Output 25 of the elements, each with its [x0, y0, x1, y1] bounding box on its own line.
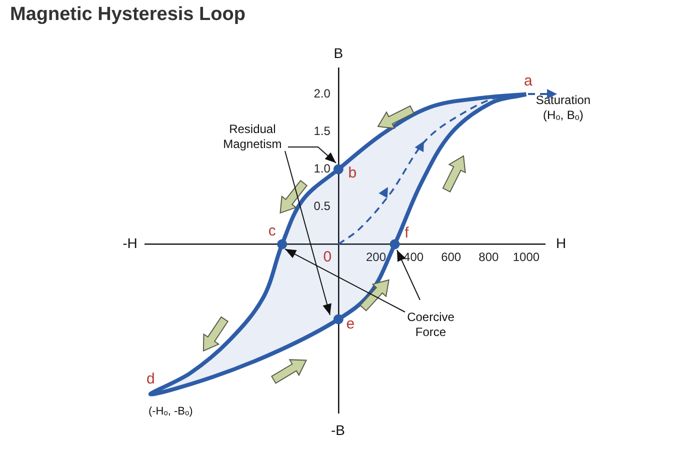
y-axis-title: B: [334, 44, 344, 61]
annotation: Residual Magnetism: [223, 122, 282, 152]
x-tick-label: 400: [404, 250, 424, 264]
x-tick-label: 600: [441, 250, 462, 264]
annotation: d: [146, 370, 155, 388]
annotation: Saturation (Hₒ, Bₒ): [536, 93, 591, 122]
x-tick-label: 800: [478, 250, 499, 264]
y-tick-label: 2.0: [314, 86, 331, 101]
annotation: f: [404, 224, 410, 242]
annotation: a: [524, 72, 534, 90]
y-tick-label: 0.5: [314, 199, 331, 214]
annotation: 0: [323, 248, 332, 266]
annotation: c: [268, 222, 276, 240]
x-tick-label: 1000: [512, 250, 540, 264]
x-axis-title: H: [556, 235, 566, 252]
annotation: b: [348, 164, 357, 182]
chart-title: Magnetic Hysteresis Loop: [10, 4, 246, 26]
text: -B: [331, 422, 345, 438]
annotation: (-Hₒ, -Bₒ): [148, 405, 193, 418]
text: -H: [122, 234, 138, 251]
y-tick-label: 1.5: [314, 124, 331, 138]
annotation: e: [346, 315, 355, 332]
y-tick-label: 1.0: [314, 162, 331, 176]
x-tick-label: 200: [366, 250, 386, 264]
annotation: Coercive Force: [407, 310, 455, 340]
